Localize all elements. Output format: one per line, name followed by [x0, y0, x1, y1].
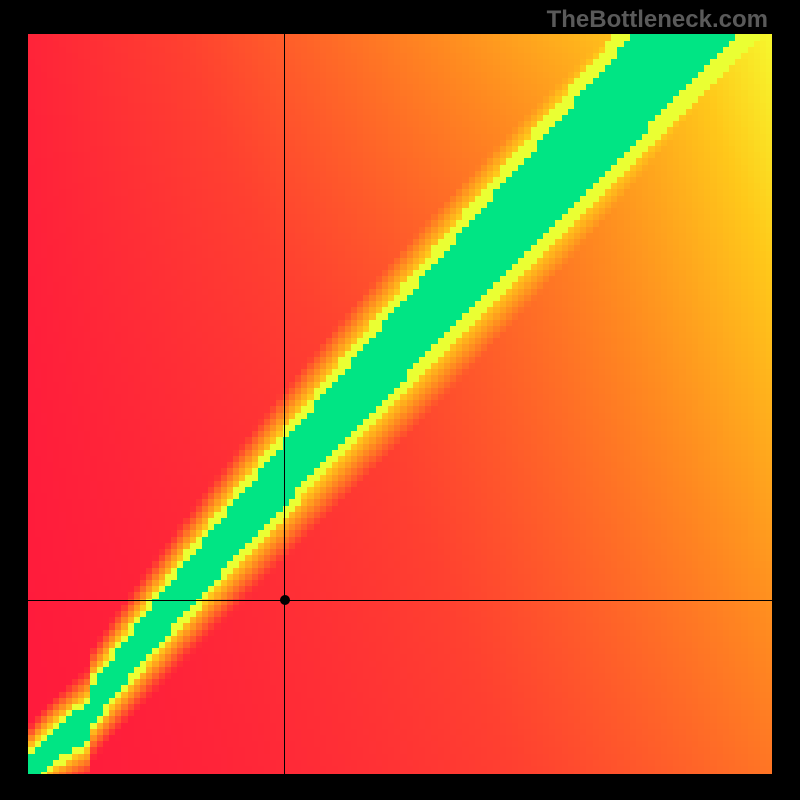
bottleneck-heatmap: [28, 34, 772, 774]
watermark-label: TheBottleneck.com: [547, 6, 768, 34]
